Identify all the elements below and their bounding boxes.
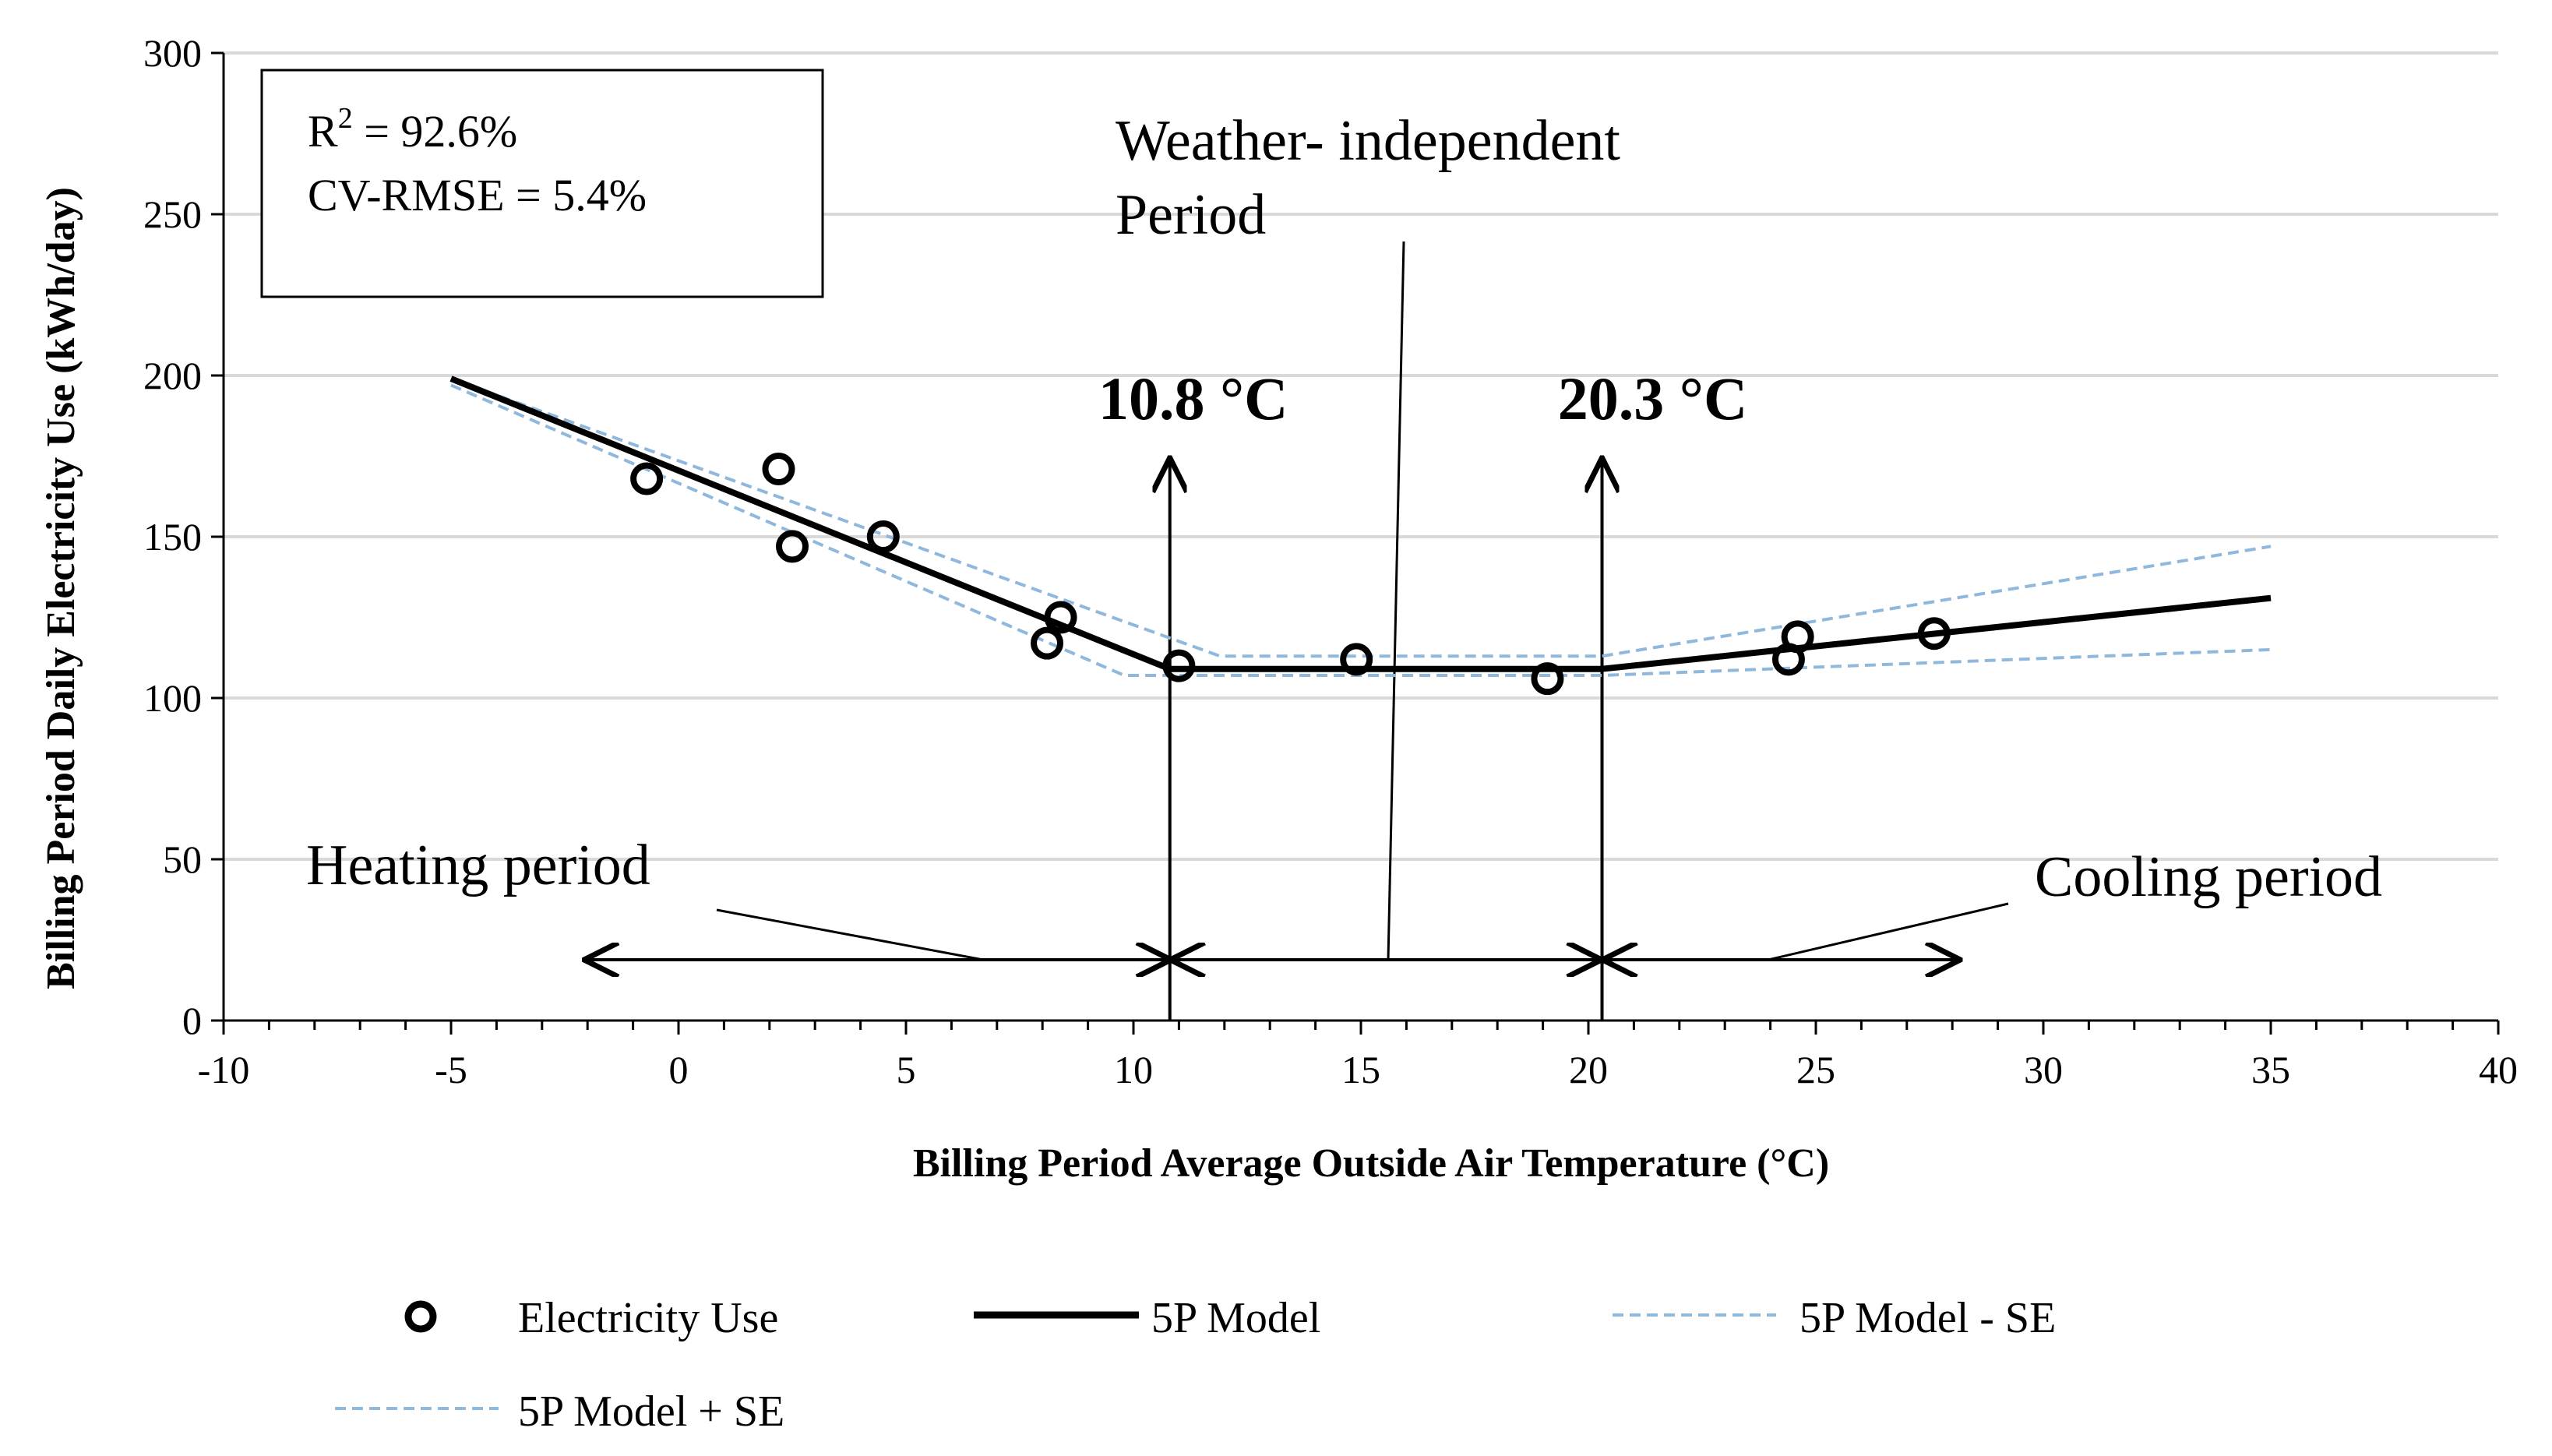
x-tick-label: 20 [1569, 1048, 1608, 1091]
data-point-electricity-use [1531, 662, 1564, 696]
legend-marker-electricity-use [404, 1300, 437, 1333]
threshold-label: 10.8 °C [1098, 365, 1288, 432]
threshold-markers: 10.8 °C 20.3 °C [1098, 365, 1747, 1021]
heating-period-label: Heating period [306, 834, 650, 897]
series-layer [449, 375, 2272, 696]
legend: Electricity Use 5P Model 5P Model - SE 5… [335, 1294, 2056, 1436]
x-tick-label: 15 [1341, 1048, 1380, 1091]
cooling-pointer-line [1768, 902, 2009, 961]
x-tick-label: 10 [1114, 1048, 1153, 1091]
x-tick-label: -10 [198, 1048, 250, 1091]
data-point-electricity-use [1781, 620, 1814, 654]
axes [211, 51, 2500, 1035]
weather-independent-label: Weather- independent [1116, 109, 1620, 173]
data-point-electricity-use [1162, 649, 1196, 682]
x-axis-title: Billing Period Average Outside Air Tempe… [913, 1141, 1829, 1186]
x-tick-label: 40 [2479, 1048, 2518, 1091]
weather-pointer-line [1387, 241, 1405, 961]
x-tick-label: 25 [1796, 1048, 1835, 1091]
data-point-electricity-use [1044, 601, 1077, 634]
data-point-electricity-use [866, 520, 900, 553]
legend-label-5p-model-minus-se: 5P Model - SE [1799, 1294, 2056, 1342]
cv-rmse-label: CV-RMSE = 5.4% [308, 170, 647, 220]
period-arrows [587, 241, 2009, 961]
y-tick-label: 250 [143, 192, 202, 236]
x-tick-label: 5 [897, 1048, 916, 1091]
cooling-period-label: Cooling period [2035, 845, 2382, 909]
y-tick-label: 100 [143, 676, 202, 720]
legend-label-electricity-use: Electricity Use [518, 1294, 778, 1342]
y-axis-title: Billing Period Daily Electricity Use (kW… [39, 187, 83, 989]
x-tick-label: -5 [435, 1048, 467, 1091]
data-point-electricity-use [1917, 617, 1951, 650]
x-tick-label: 30 [2024, 1048, 2063, 1091]
y-tick-label: 50 [163, 837, 202, 881]
tick-labels: 0 50 100 150 200 250 300 -10 -5 0 5 10 15 20 25 30 35 40 [143, 31, 2518, 1091]
data-point-electricity-use [1340, 643, 1373, 676]
x-tick-label: 0 [669, 1048, 689, 1091]
y-tick-label: 300 [143, 31, 202, 75]
legend-label-5p-model-plus-se: 5P Model + SE [518, 1387, 784, 1436]
series-line-5p-model [449, 375, 2272, 672]
data-point-electricity-use [1031, 626, 1064, 660]
y-tick-label: 150 [143, 515, 202, 559]
y-tick-label: 200 [143, 354, 202, 397]
data-point-electricity-use [776, 530, 809, 563]
y-tick-label: 0 [182, 999, 202, 1042]
heating-pointer-line [716, 908, 984, 961]
data-point-electricity-use [630, 462, 664, 495]
threshold-label: 20.3 °C [1558, 365, 1748, 432]
r2-label: R2 = 92.6% [308, 102, 517, 157]
series-line-5p-model-se [450, 377, 2272, 658]
stats-box [260, 69, 824, 298]
legend-label-5p-model: 5P Model [1151, 1294, 1320, 1342]
weather-period-label: Period [1116, 183, 1266, 247]
data-point-electricity-use [762, 453, 795, 486]
series-line-5p-model-se [450, 383, 2272, 677]
x-tick-label: 35 [2251, 1048, 2290, 1091]
